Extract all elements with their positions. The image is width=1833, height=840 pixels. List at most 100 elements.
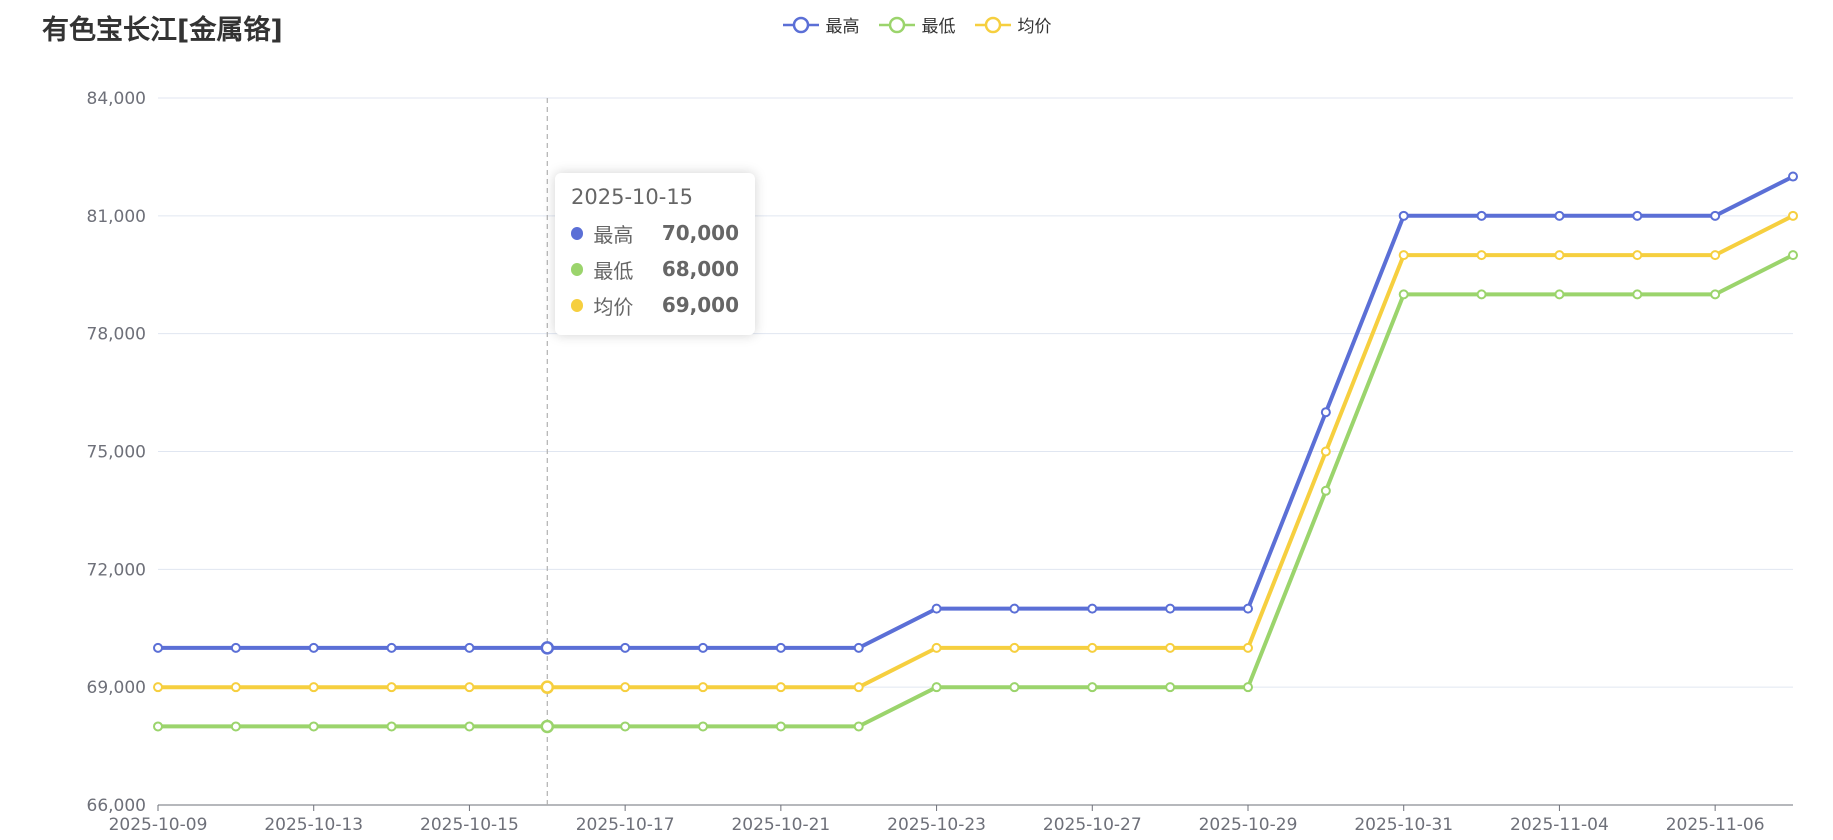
legend-max-icon [782,16,819,33]
data-point [540,719,555,734]
data-point [1710,210,1721,221]
data-point [931,682,942,693]
chart-legend: 最高 最低 均价 [0,12,1833,37]
tooltip-min-label: 最低 [593,258,634,283]
data-point [853,682,864,693]
x-tick-label: 2025-10-09 [109,815,208,835]
data-point [1087,603,1098,614]
data-point [1632,210,1643,221]
data-point [698,682,708,693]
data-point [931,642,942,653]
data-point [1009,682,1020,693]
data-point [1009,603,1020,614]
data-point [386,682,397,693]
data-point [620,682,631,693]
data-point [464,642,475,653]
x-tick-label: 2025-10-13 [264,815,363,835]
series-line-avg [158,214,1794,690]
series-line-min [158,253,1794,729]
data-point [1554,289,1565,300]
y-tick-label: 81,000 [87,207,146,227]
data-point [931,603,942,614]
data-point [1632,250,1643,261]
data-point [230,642,241,653]
data-point [853,721,864,732]
y-tick-label: 66,000 [87,796,146,816]
data-point [1165,603,1176,614]
data-point [1398,289,1409,300]
data-point [1087,682,1098,693]
tooltip-max-dot-icon [571,226,584,240]
data-point [620,642,631,653]
legend-item-min[interactable]: 最低 [878,12,956,37]
y-tick-label: 72,000 [87,560,146,580]
data-point [1710,250,1721,261]
data-point [1243,642,1253,653]
data-point [1243,603,1253,614]
chart-title: 有色宝长江[金属铬] [42,15,283,46]
x-tick-label: 2025-10-23 [887,815,986,835]
data-point [1398,210,1409,221]
data-point [540,680,555,694]
data-point [308,721,319,732]
y-tick-label: 69,000 [87,678,146,698]
data-point [1632,289,1643,300]
x-tick-label: 2025-10-29 [1199,815,1298,835]
tooltip-avg-value: 69,000 [661,293,739,317]
data-point [386,642,397,653]
data-point [464,682,475,693]
data-point [1320,407,1331,418]
tooltip-row-max: 最高 70,000 [571,215,739,251]
x-tick-label: 2025-10-27 [1043,815,1142,835]
legend-label-max: 最高 [825,17,860,37]
data-point [775,642,786,653]
y-tick-label: 84,000 [87,89,146,109]
x-tick-label: 2025-11-06 [1666,815,1765,835]
data-point [1554,210,1565,221]
data-point [308,682,319,693]
x-tick-label: 2025-11-04 [1510,815,1609,835]
tooltip-date: 2025-10-15 [571,185,694,209]
data-point [1788,210,1798,221]
tooltip-row-avg: 均价 69,000 [571,287,739,323]
tooltip-avg-label: 均价 [593,294,634,319]
tooltip-max-label: 最高 [593,222,634,247]
tooltip-min-dot-icon [571,262,584,276]
data-point [386,721,397,732]
data-point [1476,210,1487,221]
legend-item-avg[interactable]: 均价 [974,12,1052,37]
data-point [464,721,475,732]
x-tick-label: 2025-10-21 [731,815,830,835]
data-point [1398,250,1409,261]
data-point [698,642,708,653]
tooltip-avg-dot-icon [571,298,584,312]
data-point [1788,171,1798,182]
x-tick-label: 2025-10-31 [1354,815,1453,835]
data-point [153,682,163,693]
data-point [1165,642,1176,653]
legend-min-icon [878,16,915,33]
data-point [230,721,241,732]
data-point [1087,642,1098,653]
tooltip-max-value: 70,000 [661,221,739,245]
data-point [1476,250,1487,261]
legend-avg-icon [974,16,1011,33]
data-point [1710,289,1721,300]
data-point [308,642,319,653]
legend-item-max[interactable]: 最高 [782,12,860,37]
data-point [1009,642,1020,653]
x-tick-label: 2025-10-15 [420,815,519,835]
tooltip-row-min: 最低 68,000 [571,251,739,287]
chart-tooltip: 2025-10-15 最高 70,000 最低 68,000 均价 69,000 [555,173,755,335]
data-point [153,642,163,653]
data-point [1320,446,1331,457]
data-point [1320,485,1331,496]
data-point [775,682,786,693]
series-line-max [158,174,1794,650]
legend-label-avg: 均价 [1017,17,1052,37]
data-point [1165,682,1176,693]
data-point [1788,250,1798,261]
data-point [153,721,163,732]
data-point [853,642,864,653]
